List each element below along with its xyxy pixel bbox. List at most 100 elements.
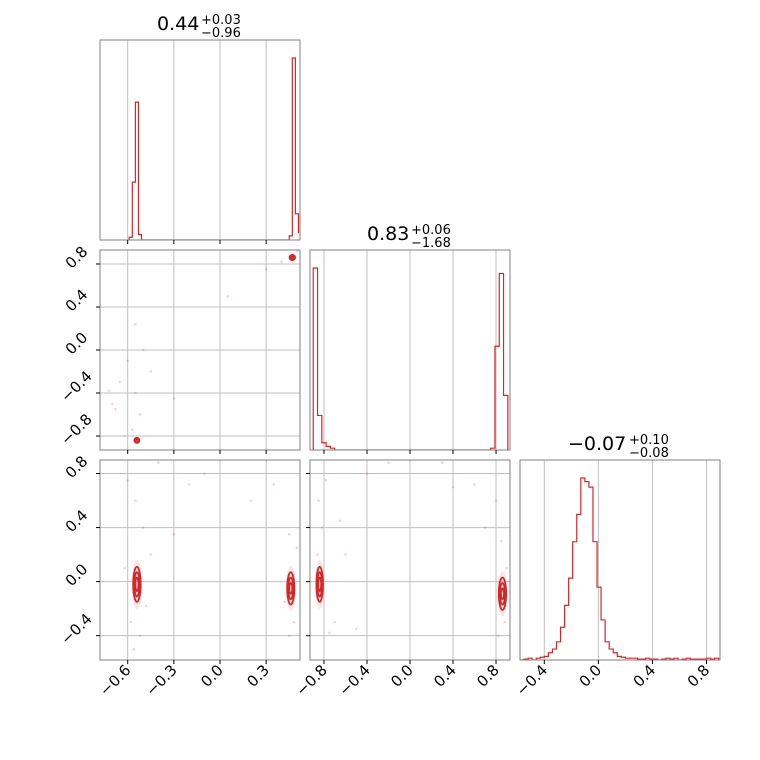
scatter-point [344,553,347,556]
scatter-point [138,413,142,416]
panel-content [520,460,720,660]
scatter-point [149,553,153,556]
scatter-point [295,546,299,550]
contour-level [286,571,296,606]
tick-label-y: −0.4 [57,610,95,648]
scatter-point [144,604,148,608]
contour-level [132,565,142,603]
tick-label-x: −0.6 [96,661,134,699]
scatter-point [172,397,176,400]
title-param-1: 0.83 +0.06 −1.68 [367,223,451,251]
tick-label-x: 0.0 [197,661,227,691]
scatter-point [473,483,476,486]
tick-label-x: −0.3 [142,661,180,699]
scatter-point [107,389,111,393]
panel-1-1 [309,249,511,454]
contour-level [288,582,294,595]
contour-level [315,565,324,603]
scatter-point [500,539,503,543]
scatter-point [317,499,320,502]
tick-label-x: 0.8 [473,661,503,691]
scatter-point [283,600,286,604]
scatter-point [505,566,509,570]
scatter-point [295,250,299,253]
scatter-point [280,260,283,264]
panel-2-2: −0.4 0.0 0.4 0.8 [513,459,721,700]
scatter-point [134,322,137,326]
scatter-point [123,434,126,438]
tick-label-x: 0.0 [387,661,417,691]
tick-label-y: 0.8 [62,243,92,273]
scatter-point [292,620,296,624]
title-param-0: 0.44 +0.03 −0.96 [157,13,241,41]
tick-label-x: −0.4 [513,661,551,699]
contour-level [287,576,295,601]
panel-content [312,250,509,450]
panel-0-0 [99,39,301,244]
contour-level [500,587,505,601]
tick-label-x: 0.4 [630,661,660,691]
scatter-point [354,627,358,631]
scatter-point [149,370,153,373]
panel-content [100,460,300,660]
panel-border [519,459,721,661]
title-0-minus: −0.96 [201,26,241,41]
tick-label-y: 0.0 [62,560,92,590]
tick-label-x: 0.4 [430,661,460,691]
scatter-point [264,268,268,271]
title-2-plus: +0.10 [629,433,669,448]
scatter-point [249,499,253,502]
scatter-point [172,533,176,536]
panel-1-0: −0.8 −0.4 0.0 0.4 0.8 [57,243,301,454]
contour-level [133,571,141,598]
scatter-point [324,478,328,482]
scatter-point [118,380,122,384]
histogram-step [128,57,300,240]
contour-level [288,254,296,262]
histogram-step [312,267,509,450]
title-2-minus: −0.08 [629,446,669,461]
tick-label-x: −0.4 [335,661,373,699]
contour-level [498,582,506,606]
contour-level [497,576,508,611]
tick-label-y: 0.4 [62,506,92,536]
tick-label-y: −0.4 [57,367,95,405]
scatter-point [503,620,506,624]
tick-label-y: 0.4 [62,286,92,316]
scatter-point [126,478,129,482]
scatter-point [494,499,498,502]
scatter-point [483,526,487,529]
title-2-value: −0.07 [568,433,626,455]
scatter-point [333,620,337,624]
scatter-point [440,461,444,465]
title-0-plus: +0.03 [201,13,241,28]
title-param-2: −0.07 +0.10 −0.08 [568,433,669,461]
scatter-point [111,402,114,406]
scatter-point [365,472,369,475]
title-0-value: 0.44 [157,13,199,35]
contour-level [134,576,140,592]
title-1-plus: +0.06 [411,223,451,238]
panel-2-0: −0.6 −0.3 0.0 0.3 −0.4 0.0 0.4 0.8 [57,452,301,700]
panel-border [99,459,301,661]
tick-label-x: 0.3 [243,661,273,691]
histogram-step [520,477,720,660]
scatter-point [134,391,137,395]
tick-label-y: 0.0 [62,329,92,359]
scatter-point [338,519,342,523]
scatter-point [320,526,324,529]
scatter-point [387,461,390,465]
scatter-point [157,461,160,465]
scatter-point [299,247,302,250]
scatter-point [141,526,145,529]
tick-label-y: −0.8 [57,410,95,448]
scatter-point [141,348,145,352]
panel-content [310,460,510,660]
tick-label-x: 0.8 [684,661,714,691]
title-1-minus: −1.68 [411,236,451,251]
panel-content [127,40,300,240]
panel-border [99,39,301,241]
scatter-point [132,647,136,651]
tick-label-x: −0.8 [292,661,330,699]
